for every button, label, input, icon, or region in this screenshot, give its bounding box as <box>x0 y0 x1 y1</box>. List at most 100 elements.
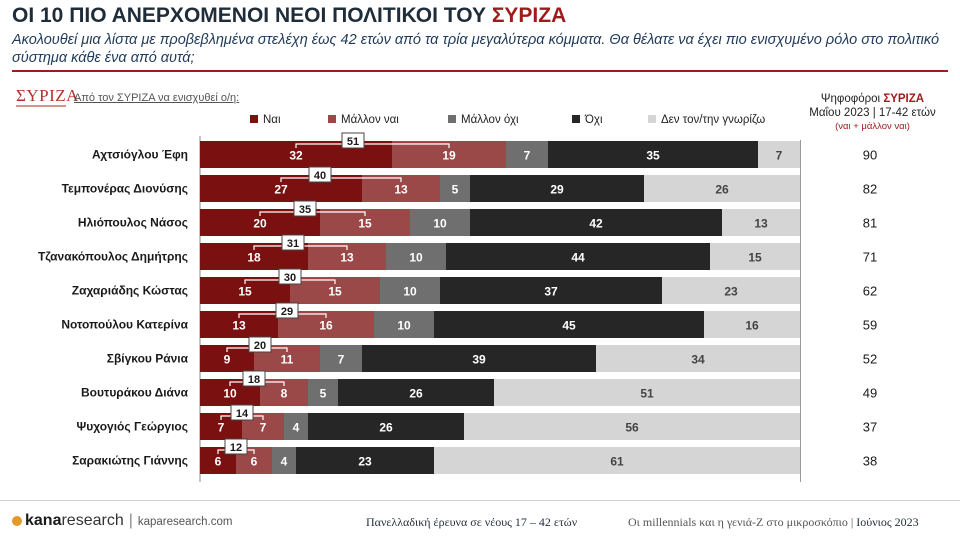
data-label-no: 39 <box>472 353 486 367</box>
data-label-rather-no: 4 <box>293 421 300 435</box>
voter-value: 81 <box>863 216 877 231</box>
column-divider <box>800 140 801 482</box>
data-label-no: 44 <box>571 251 585 265</box>
bar-segment-dont-know <box>704 311 800 338</box>
data-label-dont-know: 61 <box>610 455 624 469</box>
total-label: 40 <box>314 170 326 182</box>
data-label-yes: 32 <box>289 149 303 163</box>
bar-segment-rather-no <box>386 243 446 270</box>
total-badge <box>278 268 302 285</box>
legend-label-dont-know: Δεν τον/την γνωρίζω <box>661 114 766 126</box>
total-label: 31 <box>287 238 299 250</box>
bar-segment-rather-no <box>380 277 440 304</box>
total-badge <box>248 336 272 353</box>
bar-segment-no <box>338 379 494 406</box>
brand-name-b: research <box>61 512 124 529</box>
category-label: Βουτυράκου Διάνα <box>81 386 189 400</box>
bar-segment-rather-no <box>374 311 434 338</box>
data-label-rather-yes: 15 <box>328 285 342 299</box>
data-label-no: 26 <box>409 387 423 401</box>
footer-rule <box>0 500 960 501</box>
legend-label-rather-yes: Μάλλον ναι <box>341 114 399 126</box>
category-label: Τζανακόπουλος Δημήτρης <box>38 250 188 264</box>
bar-segment-dont-know <box>662 277 800 304</box>
total-badge <box>341 132 365 149</box>
category-label: Σαρακιώτης Γιάννης <box>72 454 188 468</box>
voters-header-line2: Μαΐου 2023 | 17-42 ετών <box>809 107 936 119</box>
bar-segment-no <box>296 447 434 474</box>
stacked-bar-chart: Αχτσιόγλου Έφη 32 19 7 35 7 51 90 Τεμπονέρας Διο… <box>38 132 877 482</box>
bar-segment-no <box>470 175 644 202</box>
bar-segment-rather-no <box>506 141 548 168</box>
voters-column-header: Ψηφοφόροι ΣΥΡΙΖΑ Μαΐου 2023 | 17-42 ετών… <box>800 92 945 134</box>
data-label-dont-know: 51 <box>640 387 654 401</box>
voters-header-accent: ΣΥΡΙΖΑ <box>883 93 925 105</box>
category-label: Αχτσιόγλου Έφη <box>92 148 188 162</box>
total-label: 51 <box>347 136 359 148</box>
total-label: 20 <box>254 340 266 352</box>
page-title: ΟΙ 10 ΠΙΟ ΑΝΕΡΧΟΜΕΝΟΙ ΝΕΟΙ ΠΟΛΙΤΙΚΟΙ ΤΟΥ… <box>12 4 566 28</box>
bar-segment-rather-no <box>320 345 362 372</box>
data-label-dont-know: 7 <box>776 149 783 163</box>
bar-segment-dont-know <box>596 345 800 372</box>
data-label-rather-no: 10 <box>409 251 423 265</box>
total-badge <box>242 370 266 387</box>
total-badge <box>293 200 317 217</box>
data-label-rather-no: 10 <box>403 285 417 299</box>
voter-value: 90 <box>863 148 877 163</box>
bar-segment-dont-know <box>644 175 800 202</box>
total-label: 30 <box>284 272 296 284</box>
category-label: Νοτοπούλου Κατερίνα <box>61 318 188 332</box>
voters-header-prefix: Ψηφοφόροι <box>820 93 884 105</box>
data-label-rather-no: 5 <box>452 183 459 197</box>
total-bracket <box>295 143 450 148</box>
data-label-rather-yes: 19 <box>442 149 456 163</box>
voter-value: 38 <box>863 454 877 469</box>
legend-item-rather-no: Μάλλον όχι <box>448 114 519 126</box>
bar-segment-dont-know <box>494 379 800 406</box>
data-label-yes: 10 <box>223 387 237 401</box>
data-label-rather-no: 5 <box>320 387 327 401</box>
category-label: Τεμπονέρας Διονύσης <box>62 182 188 196</box>
bar-segment-rather-no <box>308 379 338 406</box>
bar-segment-rather-no <box>284 413 308 440</box>
data-label-yes: 20 <box>253 217 267 231</box>
data-label-yes: 18 <box>247 251 261 265</box>
legend-label-yes: Ναι <box>263 114 281 126</box>
data-label-rather-yes: 13 <box>340 251 354 265</box>
data-label-dont-know: 13 <box>754 217 768 231</box>
data-label-rather-no: 10 <box>433 217 447 231</box>
footer-series-text: Οι millennials και η γενιά-Ζ στο μικροσκ… <box>628 515 857 529</box>
title-text: ΟΙ 10 ΠΙΟ ΑΝΕΡΧΟΜΕΝΟΙ ΝΕΟΙ ΠΟΛΙΤΙΚΟΙ ΤΟΥ <box>12 4 492 27</box>
data-label-yes: 9 <box>224 353 231 367</box>
total-label: 12 <box>230 442 242 454</box>
total-label: 14 <box>236 408 249 420</box>
data-label-rather-yes: 11 <box>281 353 294 367</box>
data-label-dont-know: 23 <box>724 285 738 299</box>
kapa-research-logo: kanaresearch | kaparesearch.com <box>12 512 232 530</box>
voter-value: 62 <box>863 284 877 299</box>
bar-segment-no <box>440 277 662 304</box>
data-label-no: 45 <box>562 319 576 333</box>
voters-header-line1: Ψηφοφόροι ΣΥΡΙΖΑ <box>800 92 945 106</box>
category-label: Ψυχογιός Γεώργιος <box>77 420 188 434</box>
syriza-logo: ΣΥΡΙΖΑ <box>16 86 79 105</box>
data-label-yes: 6 <box>215 455 222 469</box>
data-label-rather-yes: 13 <box>394 183 408 197</box>
bar-segment-rather-no <box>272 447 296 474</box>
data-label-rather-no: 4 <box>281 455 288 469</box>
bar-segment-no <box>308 413 464 440</box>
data-label-yes: 13 <box>232 319 246 333</box>
total-label: 29 <box>281 306 293 318</box>
data-label-dont-know: 16 <box>745 319 759 333</box>
data-label-rather-yes: 15 <box>358 217 372 231</box>
title-rule <box>12 70 948 72</box>
voters-header-line3: (ναι + μάλλον ναι) <box>835 121 910 132</box>
bar-segment-dont-know <box>758 141 800 168</box>
data-label-no: 23 <box>358 455 372 469</box>
total-badge <box>224 438 248 455</box>
category-label: Σβίγκου Ράνια <box>107 352 189 366</box>
data-label-dont-know: 34 <box>691 353 705 367</box>
total-bracket <box>280 177 402 182</box>
footer-survey-note: Πανελλαδική έρευνα σε νέους 17 – 42 ετών <box>366 515 578 529</box>
